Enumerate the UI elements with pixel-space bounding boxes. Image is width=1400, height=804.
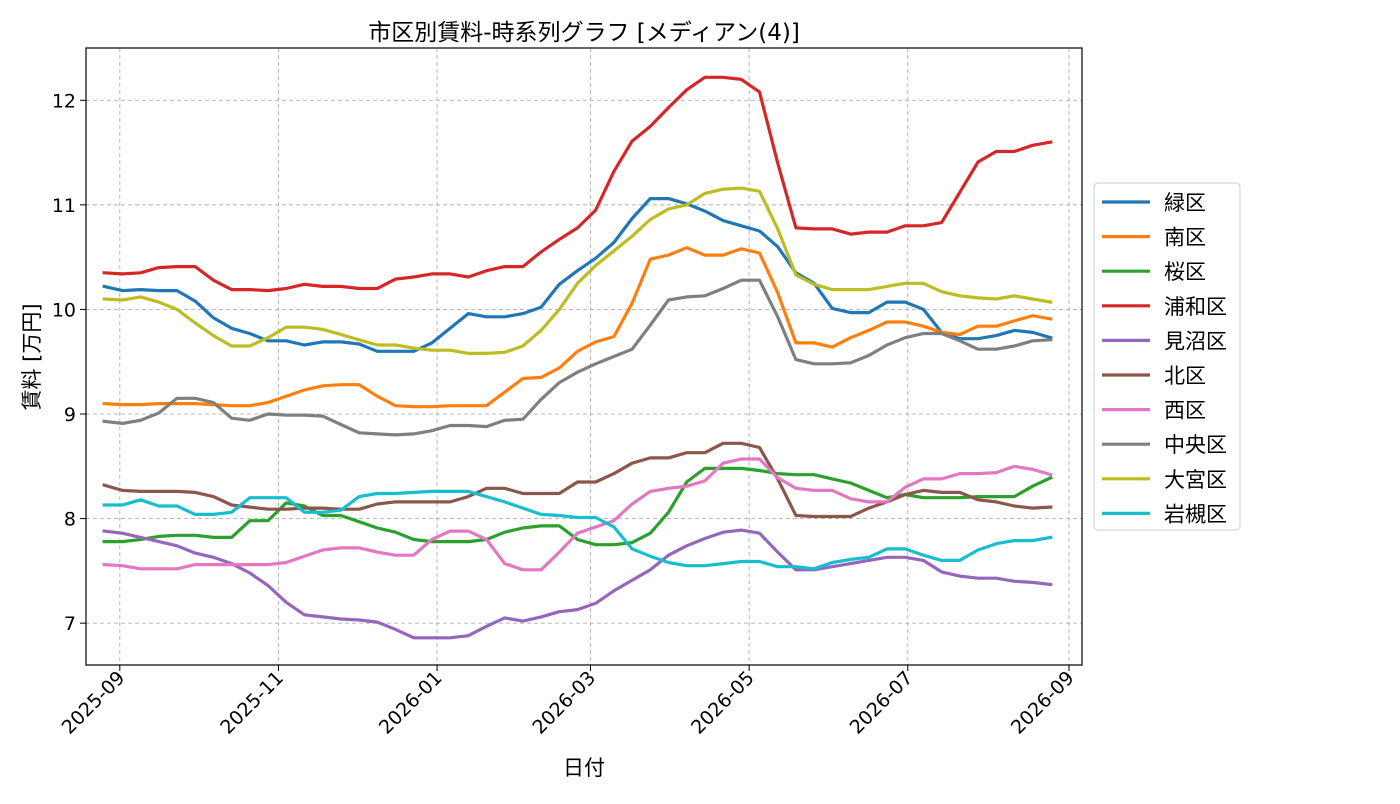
legend-label: 浦和区 [1164, 295, 1227, 319]
legend-label: 桜区 [1164, 260, 1206, 284]
x-axis-label: 日付 [563, 756, 605, 780]
legend-label: 北区 [1164, 364, 1206, 388]
legend-label: 中央区 [1164, 433, 1227, 457]
series-line [102, 186, 1053, 355]
legend-label: 大宮区 [1164, 468, 1227, 492]
y-tick-label: 12 [52, 90, 76, 112]
y-axis-label: 賃料 [万円] [20, 303, 44, 410]
series-line [102, 441, 1053, 519]
y-tick-label: 8 [64, 509, 76, 531]
series-line [102, 75, 1053, 293]
y-tick-label: 11 [52, 195, 76, 217]
series-line [102, 278, 1053, 437]
legend-label: 岩槻区 [1164, 502, 1227, 526]
series-line [102, 457, 1053, 572]
series-line [102, 246, 1053, 409]
legend-label: 見沼区 [1164, 329, 1227, 353]
series-line [102, 197, 1053, 353]
plot-frame [85, 47, 1083, 666]
y-tick-label: 7 [64, 613, 76, 635]
y-tick-label: 10 [52, 299, 76, 321]
chart-title: 市区別賃料-時系列グラフ [メディアン(4)] [368, 20, 800, 46]
y-tick-label: 9 [64, 404, 76, 426]
series-lines [102, 75, 1053, 640]
legend-label: 緑区 [1164, 191, 1206, 215]
series-line [102, 489, 1053, 571]
series-line [102, 528, 1053, 640]
y-axis-ticks: 7 8 9 10 11 12 [52, 90, 86, 635]
legend-label: 西区 [1164, 399, 1206, 423]
legend-label: 南区 [1164, 226, 1206, 250]
